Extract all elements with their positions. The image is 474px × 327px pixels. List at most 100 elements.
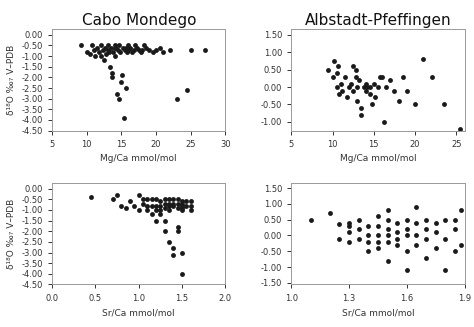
Point [159,49,167,54]
Point [412,242,420,248]
Y-axis label: δ¹⁸O ‰₇ V–PDB: δ¹⁸O ‰₇ V–PDB [7,45,16,115]
Point [349,63,357,69]
Point [161,197,169,202]
Point [131,203,138,208]
Point [166,47,174,52]
Point [161,205,169,210]
Point [144,197,151,202]
Point [173,96,181,101]
Point [374,246,382,251]
Point [156,207,164,213]
Point [403,88,410,93]
Point [419,57,427,62]
Point [139,197,147,202]
Point [441,217,449,222]
Point [333,70,340,76]
Point [77,43,85,48]
Point [156,212,164,217]
Point [374,239,382,244]
Point [393,220,401,225]
Point [104,43,111,48]
Point [108,71,116,76]
Title: Albstadt-Pfeffingen: Albstadt-Pfeffingen [305,13,451,28]
Point [139,201,147,206]
X-axis label: Sr/Ca mmol/mol: Sr/Ca mmol/mol [102,308,175,317]
Point [334,84,341,90]
Point [335,91,343,96]
Point [111,45,119,50]
Point [441,267,449,273]
Point [345,220,353,225]
Point [116,49,124,54]
Point [456,126,464,131]
Point [380,119,387,125]
Point [412,220,420,225]
Point [116,96,123,101]
Point [98,43,105,48]
Point [336,222,343,227]
Point [125,43,132,48]
Point [120,115,128,120]
Point [399,74,406,79]
Point [122,205,129,210]
Point [101,45,109,50]
Point [122,85,129,91]
Point [337,81,345,86]
Point [178,207,186,213]
Point [341,74,349,79]
Point [370,81,378,86]
Point [376,74,384,79]
Point [109,197,117,202]
Point [403,233,410,238]
Point [99,47,107,52]
Point [91,53,99,59]
Point [335,63,342,69]
Point [165,207,173,213]
Point [97,53,104,59]
Point [201,47,209,52]
Point [365,239,372,244]
Point [393,236,401,241]
Point [360,84,368,90]
Point [135,192,143,198]
Point [372,95,379,100]
Point [374,233,382,238]
Point [138,47,146,52]
Point [137,49,145,54]
Point [100,58,108,63]
Point [170,197,177,202]
Point [422,217,430,222]
Point [148,197,155,202]
Point [357,105,365,111]
Point [347,81,355,86]
Point [123,49,131,54]
Point [174,229,182,234]
Point [187,47,194,52]
Point [345,239,353,244]
Point [105,49,113,54]
Point [364,84,371,90]
Point [125,47,132,52]
Point [152,203,160,208]
Point [165,203,173,208]
Point [384,217,392,222]
Point [354,98,361,104]
Point [174,197,182,202]
Point [338,88,346,93]
Point [403,217,410,222]
Point [403,267,410,273]
Point [174,205,182,210]
Point [344,95,351,100]
Point [152,207,160,213]
Point [161,229,169,234]
Point [161,218,169,223]
Point [384,227,392,232]
Point [144,203,151,208]
Point [411,102,419,107]
Point [330,58,338,63]
Point [131,43,139,48]
Point [142,45,149,50]
Point [384,208,392,213]
Point [307,217,314,222]
Point [422,255,430,260]
